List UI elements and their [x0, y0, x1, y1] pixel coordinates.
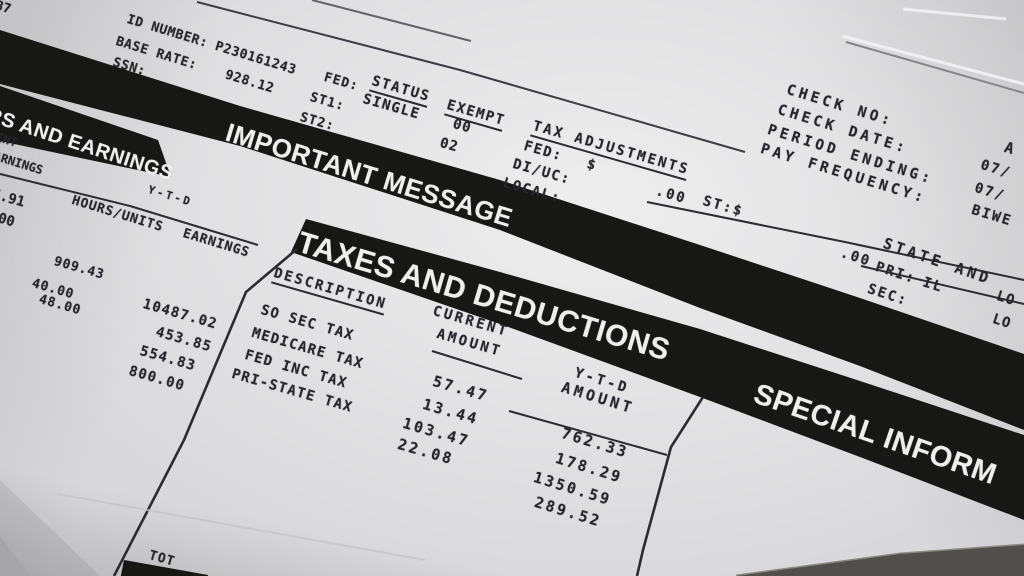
ytd-amount-underline [508, 410, 668, 456]
sheet-highlight-line [902, 7, 1007, 21]
tax-table-right-column-line [635, 396, 705, 576]
total-row-band [120, 560, 208, 576]
paper-crease-line [57, 493, 426, 561]
earnings-header-underline [0, 173, 259, 246]
bottom-left-shadow [0, 536, 30, 576]
sheet-edge-highlight [841, 34, 1024, 86]
current-amount-underline [431, 350, 523, 380]
taxes-band [291, 219, 1024, 520]
bottom-right-shadow [736, 545, 1024, 576]
sheet-edge-line [845, 41, 1024, 94]
top-sheet-edge-line [311, 0, 472, 42]
important-message-band [0, 30, 1024, 430]
earnings-band [0, 86, 171, 177]
bottom-left-shadow-soft [0, 480, 100, 576]
top-rule-line [196, 1, 746, 153]
state-block-underline [860, 265, 1024, 305]
state-block-top-rule [646, 201, 1024, 281]
tax-table-left-column-line [112, 248, 298, 576]
